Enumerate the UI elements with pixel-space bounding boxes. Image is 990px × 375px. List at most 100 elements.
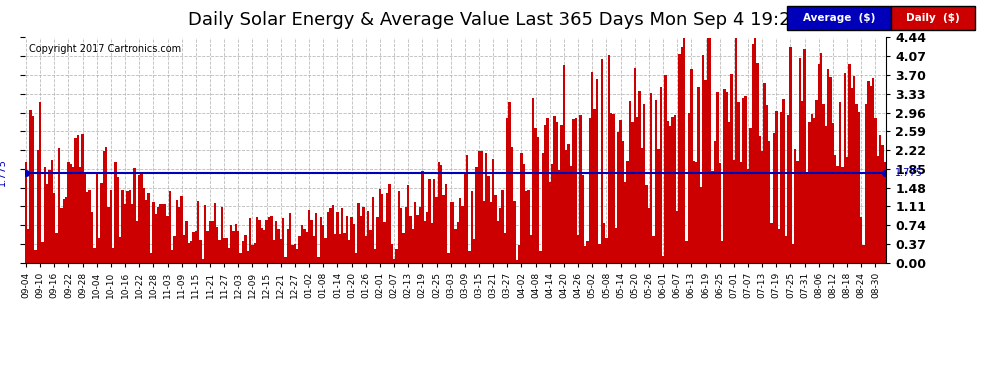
Bar [459, 198, 461, 262]
Bar [395, 249, 398, 262]
Bar [792, 243, 794, 262]
Bar [714, 141, 716, 262]
Bar [332, 206, 334, 262]
Bar [869, 86, 872, 262]
Text: Average  ($): Average ($) [803, 13, 875, 22]
Bar [867, 81, 869, 262]
Bar [501, 190, 504, 262]
Bar [126, 191, 129, 262]
Text: 1.775: 1.775 [895, 168, 923, 177]
Bar [185, 221, 187, 262]
Bar [879, 135, 881, 262]
Bar [654, 100, 657, 262]
Bar [659, 87, 662, 262]
Bar [436, 197, 438, 262]
Bar [636, 117, 639, 262]
Bar [296, 249, 298, 262]
Bar [562, 65, 565, 262]
Bar [93, 249, 96, 262]
Bar [707, 32, 709, 262]
Bar [369, 230, 371, 262]
Bar [107, 207, 110, 262]
Bar [334, 234, 337, 262]
Bar [645, 185, 647, 262]
Bar [570, 166, 572, 262]
Bar [466, 155, 468, 262]
Bar [76, 135, 79, 262]
Bar [216, 227, 218, 262]
Bar [46, 184, 49, 262]
Bar [221, 207, 223, 262]
Bar [204, 205, 207, 262]
Bar [88, 190, 91, 262]
Bar [528, 190, 530, 262]
Bar [134, 168, 136, 262]
Bar [192, 232, 195, 262]
Bar [521, 153, 523, 262]
Bar [777, 229, 780, 262]
Bar [811, 114, 813, 262]
Bar [598, 244, 601, 262]
Bar [669, 126, 671, 262]
Bar [740, 162, 742, 262]
Bar [91, 212, 93, 262]
Bar [622, 141, 624, 262]
Bar [617, 132, 620, 262]
Bar [348, 240, 350, 262]
Bar [591, 72, 593, 262]
Bar [681, 47, 683, 262]
Bar [253, 243, 256, 262]
Bar [398, 190, 400, 262]
Bar [402, 233, 405, 262]
Bar [842, 167, 843, 262]
Bar [417, 215, 419, 262]
Bar [857, 112, 860, 262]
Bar [542, 153, 544, 262]
Bar [25, 162, 27, 262]
Bar [344, 233, 346, 262]
Bar [141, 172, 143, 262]
Bar [388, 184, 390, 262]
Bar [251, 245, 253, 262]
Bar [666, 121, 669, 262]
Bar [190, 241, 192, 262]
Bar [429, 179, 431, 262]
Bar [789, 47, 792, 262]
Bar [652, 236, 654, 262]
Bar [96, 174, 98, 262]
Bar [242, 241, 245, 262]
Bar [298, 236, 301, 262]
Bar [449, 202, 451, 262]
Bar [117, 177, 119, 262]
Bar [138, 175, 141, 262]
Bar [787, 115, 789, 262]
Bar [567, 144, 570, 262]
Bar [853, 76, 855, 262]
Bar [180, 196, 183, 262]
Bar [872, 78, 874, 262]
Bar [161, 204, 164, 262]
Bar [50, 160, 53, 262]
Bar [808, 122, 811, 262]
Bar [438, 162, 441, 262]
Bar [728, 123, 731, 262]
Bar [197, 201, 199, 262]
Bar [794, 149, 796, 262]
Bar [173, 236, 176, 262]
Bar [874, 118, 876, 262]
Bar [610, 113, 613, 262]
Bar [199, 240, 202, 262]
Bar [148, 193, 149, 262]
Bar [322, 225, 325, 262]
Bar [835, 155, 837, 262]
Bar [164, 204, 166, 262]
Bar [30, 110, 32, 262]
Bar [513, 201, 516, 262]
Bar [374, 249, 376, 262]
Bar [801, 100, 804, 262]
Bar [804, 50, 806, 262]
Bar [325, 238, 327, 262]
Bar [386, 193, 388, 262]
Bar [676, 211, 678, 262]
Bar [537, 137, 540, 262]
